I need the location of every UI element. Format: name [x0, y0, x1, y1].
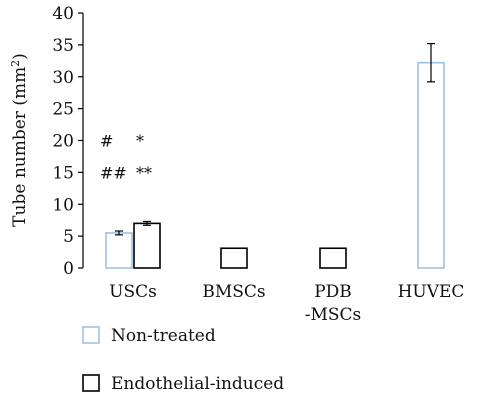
- category-label-2: PDB: [314, 282, 352, 302]
- y-tick-label-3: 15: [52, 163, 74, 183]
- bar-1-1: [220, 247, 248, 269]
- y-tick-label-1: 5: [63, 227, 74, 247]
- category-label-3: HUVEC: [398, 282, 465, 302]
- category-labels: USCs BMSCs PDB -MSCs HUVEC: [109, 282, 464, 325]
- y-axis-title: Tube number (mm2): [9, 53, 30, 227]
- y-tick-label-2: 10: [52, 195, 74, 215]
- y-tick-label-8: 40: [52, 4, 74, 24]
- y-tick-label-0: 0: [63, 259, 74, 279]
- annotation-1: *: [136, 132, 144, 151]
- significance-annotations: # * ## **: [100, 132, 152, 183]
- legend: Non-treated Endothelial-induced: [82, 326, 284, 394]
- y-tick-label-5: 25: [52, 100, 74, 120]
- y-axis: 0 5 10 15 20 25 30 35 40: [52, 4, 84, 279]
- annotation-2: ##: [100, 163, 127, 182]
- bar-2-1: [319, 247, 347, 269]
- legend-label-0: Non-treated: [111, 326, 216, 346]
- bar-3-0: [417, 61, 445, 269]
- y-tick-label-6: 30: [52, 68, 74, 88]
- legend-swatch-1: [82, 374, 100, 392]
- y-tick-label-4: 20: [52, 132, 74, 152]
- legend-label-1: Endothelial-induced: [111, 374, 284, 394]
- bars: [105, 42, 445, 269]
- bar-0-0: [105, 232, 133, 269]
- category-label-2-line-1: -MSCs: [305, 305, 362, 325]
- category-label-0: USCs: [109, 282, 157, 302]
- annotation-0: #: [100, 132, 113, 151]
- bar-0-1: [133, 222, 161, 269]
- annotation-3: **: [136, 163, 152, 182]
- category-label-1: BMSCs: [202, 282, 265, 302]
- y-tick-label-7: 35: [52, 36, 74, 56]
- legend-swatch-0: [82, 326, 100, 344]
